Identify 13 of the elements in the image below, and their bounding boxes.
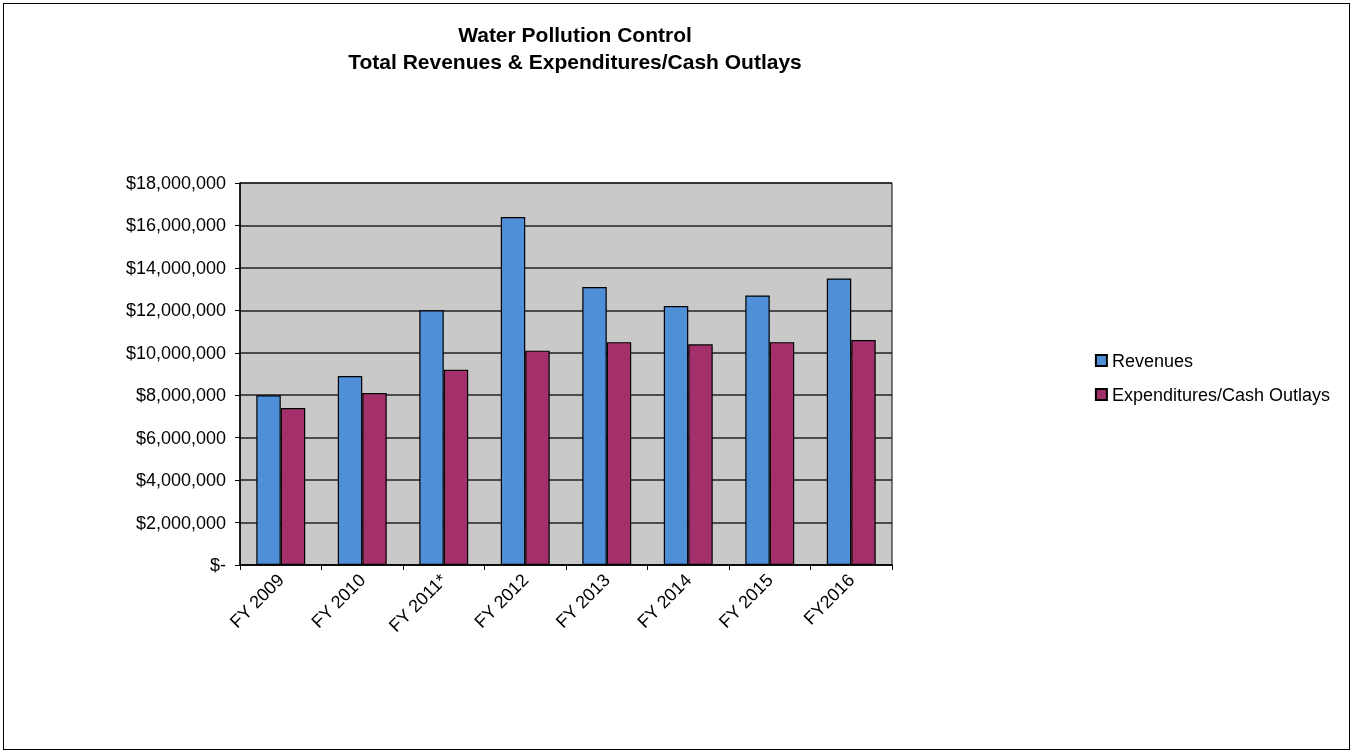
y-tick-label: $8,000,000 — [135, 385, 226, 406]
legend-label: Expenditures/Cash Outlays — [1111, 384, 1330, 405]
y-tick-label: $4,000,000 — [135, 470, 226, 491]
y-tick-label: $- — [209, 555, 226, 575]
legend-label: Revenues — [1111, 350, 1193, 371]
y-tick-label: $10,000,000 — [125, 342, 226, 363]
y-tick-label: $12,000,000 — [125, 300, 226, 321]
y-tick-label: $6,000,000 — [135, 427, 226, 448]
y-tick-label: $14,000,000 — [125, 257, 226, 278]
y-tick-label: $18,000,000 — [125, 173, 226, 193]
y-tick-label: $16,000,000 — [125, 215, 226, 236]
chart-title: Water Pollution Control Total Revenues & Expenditures/Cash Outlays — [348, 23, 802, 73]
y-tick-label: $2,000,000 — [135, 512, 226, 533]
